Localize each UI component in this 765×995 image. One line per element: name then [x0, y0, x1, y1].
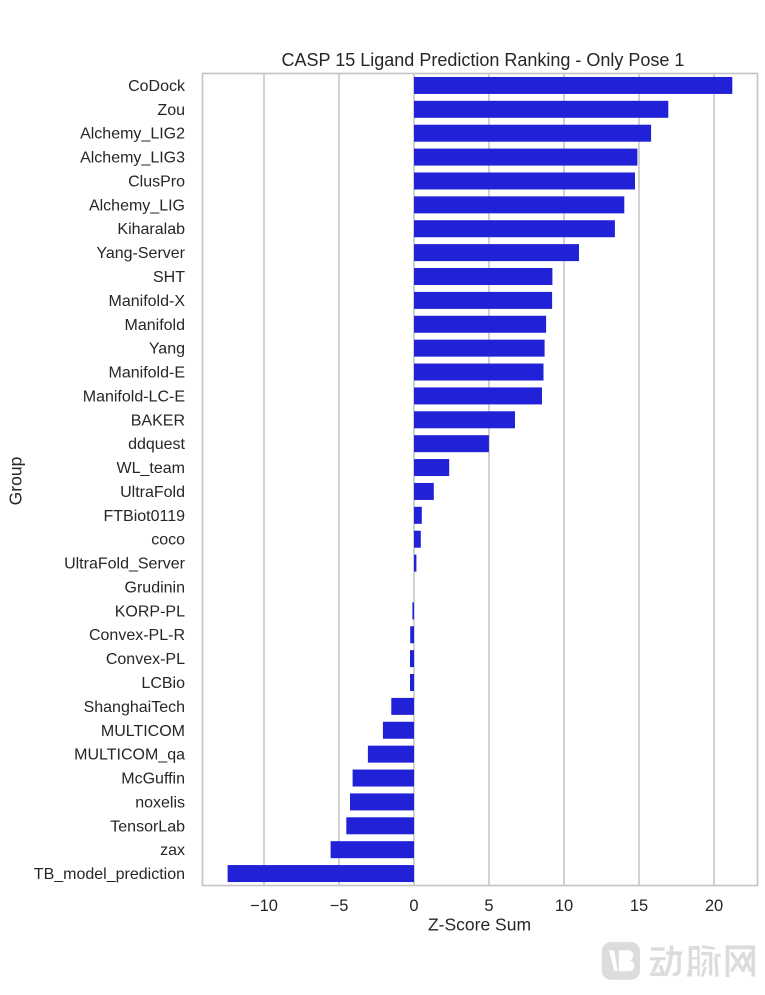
svg-text:Yang-Server: Yang-Server	[96, 245, 185, 262]
svg-text:CoDock: CoDock	[128, 78, 186, 95]
svg-text:MULTICOM_qa: MULTICOM_qa	[74, 747, 185, 764]
svg-text:ShanghaiTech: ShanghaiTech	[84, 699, 185, 716]
svg-text:Zou: Zou	[157, 102, 185, 119]
svg-text:WL_team: WL_team	[117, 460, 185, 477]
svg-text:ddquest: ddquest	[128, 436, 185, 453]
svg-text:Manifold-LC-E: Manifold-LC-E	[83, 388, 185, 405]
svg-text:noxelis: noxelis	[135, 794, 185, 811]
svg-text:10: 10	[555, 897, 573, 915]
svg-text:UltraFold: UltraFold	[120, 484, 185, 501]
svg-text:KORP-PL: KORP-PL	[115, 603, 185, 620]
svg-text:TensorLab: TensorLab	[110, 818, 185, 835]
svg-text:CASP 15 Ligand Prediction Rank: CASP 15 Ligand Prediction Ranking - Only…	[282, 50, 685, 70]
svg-text:McGuffin: McGuffin	[121, 771, 185, 788]
svg-text:20: 20	[705, 897, 723, 915]
svg-text:0: 0	[409, 897, 418, 915]
svg-text:Grudinin: Grudinin	[125, 579, 185, 596]
svg-text:Alchemy_LIG3: Alchemy_LIG3	[80, 150, 185, 167]
svg-text:Convex-PL-R: Convex-PL-R	[89, 627, 185, 644]
svg-text:15: 15	[630, 897, 648, 915]
svg-text:Kiharalab: Kiharalab	[117, 221, 185, 238]
svg-text:BAKER: BAKER	[131, 412, 185, 429]
svg-text:Alchemy_LIG2: Alchemy_LIG2	[80, 126, 185, 143]
svg-text:FTBiot0119: FTBiot0119	[103, 508, 185, 525]
svg-text:Yang: Yang	[149, 341, 185, 358]
svg-text:TB_model_prediction: TB_model_prediction	[34, 866, 185, 883]
svg-text:zax: zax	[160, 842, 185, 859]
svg-text:Manifold-E: Manifold-E	[109, 365, 185, 382]
svg-text:5: 5	[484, 897, 493, 915]
svg-text:Alchemy_LIG: Alchemy_LIG	[89, 197, 185, 214]
svg-text:Group: Group	[6, 457, 26, 506]
svg-text:LCBio: LCBio	[141, 675, 185, 692]
svg-text:Convex-PL: Convex-PL	[106, 651, 185, 668]
svg-text:−5: −5	[330, 897, 349, 915]
svg-text:coco: coco	[151, 532, 185, 549]
svg-text:SHT: SHT	[153, 269, 185, 286]
svg-text:Manifold: Manifold	[125, 317, 185, 334]
svg-text:Manifold-X: Manifold-X	[109, 293, 186, 310]
svg-text:ClusPro: ClusPro	[128, 173, 185, 190]
svg-text:−10: −10	[250, 897, 278, 915]
svg-text:Z-Score Sum: Z-Score Sum	[428, 915, 531, 935]
svg-text:UltraFold_Server: UltraFold_Server	[64, 556, 186, 573]
svg-text:MULTICOM: MULTICOM	[101, 723, 185, 740]
